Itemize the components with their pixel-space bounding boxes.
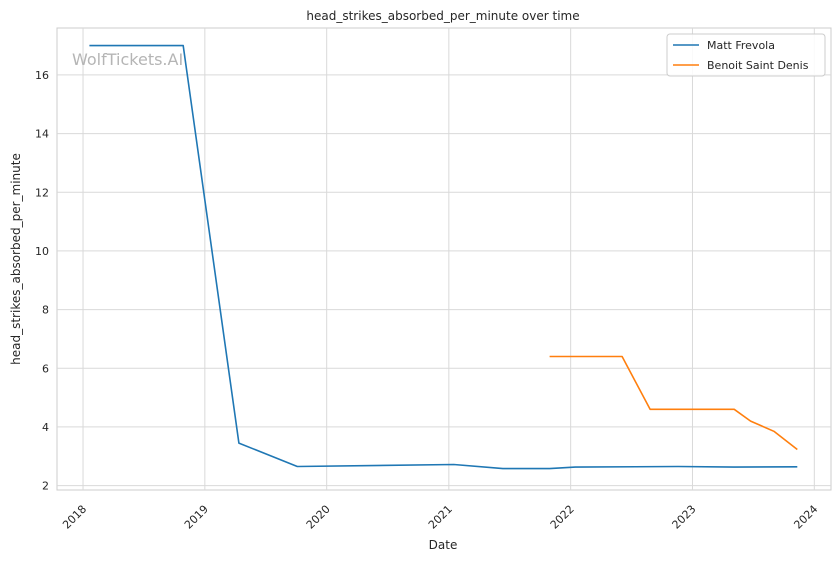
chart-title: head_strikes_absorbed_per_minute over ti… — [306, 9, 579, 23]
legend: Matt Frevola Benoit Saint Denis — [666, 33, 826, 77]
legend-label: Benoit Saint Denis — [707, 59, 809, 72]
series-line-matt-frevola — [89, 44, 798, 470]
x-tick-label: 2023 — [670, 503, 699, 532]
series-line-benoit-saint-denis — [549, 355, 798, 451]
x-axis-label: Date — [429, 538, 458, 552]
x-tick-label: 2020 — [304, 503, 333, 532]
series-layer — [89, 44, 798, 470]
x-tick-label: 2021 — [426, 503, 455, 532]
legend-box — [666, 33, 826, 77]
x-tick-label: 2024 — [791, 503, 820, 532]
legend-label: Matt Frevola — [707, 39, 775, 52]
x-gridlines — [82, 28, 815, 490]
y-tick-labels: 2 4 6 8 10 12 14 16 — [35, 69, 49, 493]
y-gridlines — [57, 74, 831, 487]
x-tick-label: 2019 — [182, 503, 211, 532]
x-tick-labels: 2018 2019 2020 2021 2022 2023 2024 — [60, 503, 820, 532]
y-tick-label: 8 — [42, 304, 49, 317]
x-tick-label: 2022 — [548, 503, 577, 532]
y-tick-label: 10 — [35, 245, 49, 258]
watermark: WolfTickets.AI — [72, 50, 183, 69]
y-tick-label: 4 — [42, 421, 49, 434]
y-tick-label: 2 — [42, 480, 49, 493]
plot-area — [56, 27, 832, 491]
y-tick-label: 14 — [35, 128, 49, 141]
y-tick-label: 16 — [35, 69, 49, 82]
y-axis-label: head_strikes_absorbed_per_minute — [9, 153, 23, 365]
y-tick-label: 6 — [42, 362, 49, 375]
x-tick-label: 2018 — [60, 503, 89, 532]
y-tick-label: 12 — [35, 186, 49, 199]
